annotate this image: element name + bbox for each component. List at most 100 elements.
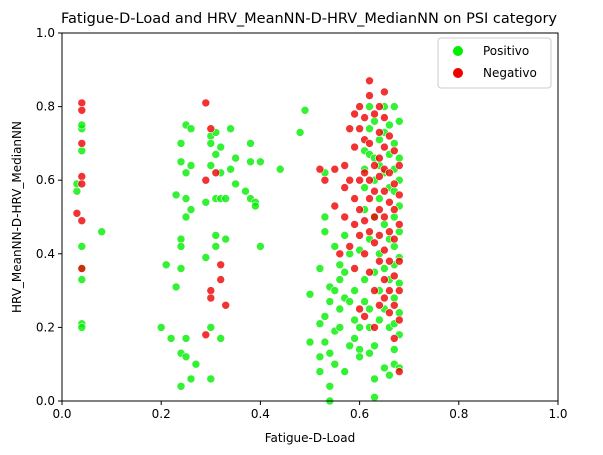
data-point-positivo: [221, 194, 230, 203]
x-tick-label: 0.8: [449, 407, 468, 421]
data-point-positivo: [251, 201, 260, 211]
data-point-negativo: [340, 183, 350, 192]
data-point-negativo: [389, 179, 399, 189]
data-point-negativo: [355, 175, 364, 185]
data-point-negativo: [380, 87, 389, 97]
data-point-negativo: [365, 175, 374, 185]
data-point-negativo: [355, 304, 364, 314]
data-point-positivo: [330, 242, 340, 251]
series-negativo: [72, 76, 404, 376]
data-point-positivo: [181, 212, 191, 222]
data-point-negativo: [330, 201, 340, 211]
data-point-positivo: [295, 128, 305, 137]
data-point-negativo: [375, 102, 384, 111]
data-point-positivo: [380, 220, 389, 229]
points-layer: [72, 76, 404, 406]
data-point-negativo: [389, 146, 399, 156]
data-point-positivo: [191, 359, 201, 369]
data-point-positivo: [335, 260, 345, 270]
data-point-positivo: [256, 157, 265, 167]
data-point-negativo: [380, 293, 389, 303]
data-point-positivo: [330, 359, 340, 369]
data-point-negativo: [350, 194, 359, 203]
data-point-positivo: [171, 282, 181, 292]
data-point-negativo: [394, 256, 404, 266]
data-point-negativo: [385, 256, 394, 266]
data-point-negativo: [389, 234, 399, 244]
data-point-positivo: [77, 146, 87, 156]
data-point-negativo: [389, 271, 399, 281]
data-point-positivo: [340, 231, 350, 240]
y-tick-label: 0.2: [36, 320, 55, 334]
data-point-negativo: [221, 300, 230, 310]
data-point-negativo: [360, 216, 369, 225]
data-point-negativo: [394, 367, 404, 376]
data-point-positivo: [370, 374, 379, 384]
data-point-negativo: [206, 286, 216, 295]
data-point-negativo: [330, 164, 340, 174]
data-point-positivo: [77, 242, 87, 251]
data-point-negativo: [77, 264, 87, 273]
data-point-positivo: [365, 124, 374, 133]
data-point-positivo: [394, 308, 404, 318]
data-point-positivo: [385, 120, 394, 130]
data-point-positivo: [211, 242, 221, 251]
data-point-negativo: [375, 231, 384, 240]
data-point-negativo: [315, 164, 325, 174]
data-point-positivo: [181, 334, 191, 343]
data-point-positivo: [315, 352, 325, 362]
data-point-negativo: [370, 286, 379, 295]
legend-marker-positivo: [453, 46, 463, 56]
data-point-positivo: [335, 275, 345, 284]
legend-label-positivo: Positivo: [483, 44, 529, 58]
data-point-positivo: [176, 157, 186, 167]
data-point-positivo: [156, 323, 166, 332]
data-point-positivo: [320, 312, 330, 321]
data-point-positivo: [370, 341, 379, 351]
data-point-positivo: [365, 102, 374, 111]
data-point-positivo: [221, 234, 230, 244]
data-point-positivo: [360, 275, 369, 284]
data-point-negativo: [350, 220, 359, 229]
data-point-positivo: [186, 161, 196, 170]
data-point-negativo: [389, 334, 399, 343]
data-point-positivo: [300, 106, 310, 115]
data-point-positivo: [350, 286, 359, 295]
data-point-positivo: [256, 242, 265, 251]
data-point-negativo: [77, 172, 87, 181]
data-point-positivo: [186, 205, 196, 214]
data-point-positivo: [201, 253, 211, 262]
data-point-negativo: [380, 245, 389, 255]
data-point-positivo: [370, 117, 379, 126]
data-point-negativo: [380, 113, 389, 122]
y-tick-label: 0.6: [36, 173, 55, 187]
data-point-negativo: [77, 98, 87, 108]
data-point-negativo: [385, 198, 394, 207]
data-point-positivo: [380, 264, 389, 273]
data-point-positivo: [176, 242, 186, 251]
y-tick-label: 1.0: [36, 26, 55, 40]
data-point-negativo: [389, 205, 399, 214]
x-tick-label: 0.6: [350, 407, 369, 421]
data-point-positivo: [231, 179, 240, 189]
data-point-positivo: [315, 264, 325, 273]
data-point-positivo: [161, 260, 171, 270]
data-point-positivo: [394, 227, 404, 236]
data-point-positivo: [380, 363, 389, 373]
ticks-layer: 0.0 0.2 0.4 0.6 0.8 1.0 0.0 0.2 0.4 0.6 0.8 1.0: [36, 26, 568, 421]
data-point-positivo: [389, 102, 399, 111]
data-point-positivo: [375, 194, 384, 203]
plot-frame: [61, 32, 559, 402]
legend-frame: [437, 37, 552, 89]
data-point-positivo: [176, 264, 186, 273]
data-point-negativo: [365, 139, 374, 148]
data-point-negativo: [360, 312, 369, 321]
data-point-negativo: [360, 113, 369, 122]
data-point-positivo: [394, 278, 404, 288]
data-point-positivo: [211, 150, 221, 159]
data-point-positivo: [211, 231, 221, 240]
data-point-positivo: [330, 286, 340, 295]
data-point-positivo: [241, 186, 250, 196]
data-point-negativo: [380, 275, 389, 284]
y-axis-label: HRV_MeanNN-D-HRV_MedianNN: [10, 121, 24, 313]
